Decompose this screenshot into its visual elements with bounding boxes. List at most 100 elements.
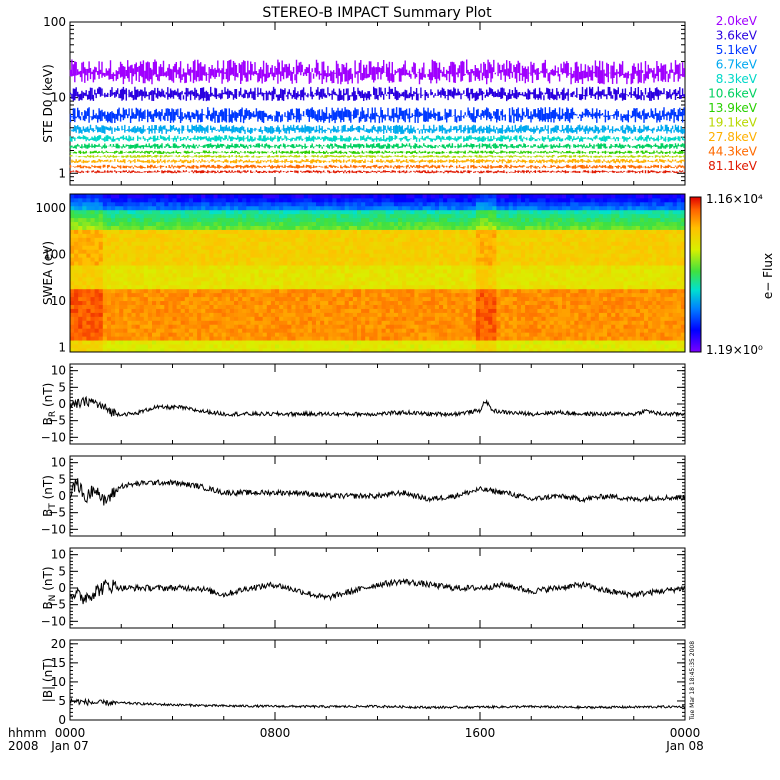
heatmap-cell — [389, 265, 395, 270]
heatmap-cell — [258, 213, 264, 219]
heatmap-cell — [549, 276, 555, 282]
heatmap-cell — [496, 261, 501, 266]
heatmap-cell — [225, 332, 231, 337]
heatmap-cell — [480, 217, 485, 223]
heatmap-cell — [344, 229, 350, 234]
heatmap-cell — [545, 253, 551, 258]
heatmap-cell — [344, 245, 350, 250]
heatmap-cell — [320, 332, 325, 337]
heatmap-cell — [295, 328, 300, 333]
heatmap-cell — [90, 233, 95, 238]
heatmap-cell — [160, 288, 165, 294]
heatmap-cell — [90, 312, 95, 317]
heatmap-cell — [246, 201, 251, 207]
heatmap-cell — [340, 209, 346, 215]
heatmap-cell — [152, 348, 157, 353]
heatmap-cell — [217, 276, 223, 282]
heatmap-cell — [102, 300, 108, 305]
heatmap-cell — [135, 320, 141, 325]
heatmap-cell — [475, 225, 481, 230]
heatmap-cell — [295, 273, 300, 278]
heatmap-cell — [82, 304, 87, 309]
heatmap-cell — [209, 300, 214, 305]
heatmap-cell — [188, 284, 194, 290]
heatmap-cell — [475, 276, 481, 282]
heatmap-cell — [410, 276, 415, 282]
heatmap-cell — [242, 261, 247, 266]
heatmap-cell — [521, 261, 526, 266]
heatmap-cell — [156, 344, 161, 349]
heatmap-cell — [475, 312, 481, 317]
heatmap-cell — [484, 280, 489, 286]
heatmap-cell — [430, 209, 436, 215]
heatmap-cell — [266, 300, 272, 305]
heatmap-cell — [377, 312, 382, 317]
heatmap-cell — [344, 276, 350, 282]
heatmap-cell — [74, 316, 79, 321]
heatmap-cell — [348, 288, 354, 294]
heatmap-cell — [492, 304, 497, 309]
heatmap-cell — [434, 276, 440, 282]
heatmap-cell — [283, 344, 288, 349]
heatmap-cell — [172, 344, 177, 349]
heatmap-cell — [135, 245, 141, 250]
heatmap-cell — [86, 308, 91, 313]
heatmap-cell — [94, 332, 100, 337]
heatmap-cell — [123, 209, 128, 215]
heatmap-cell — [266, 292, 272, 298]
heatmap-cell — [398, 296, 403, 302]
heatmap-cell — [537, 288, 542, 294]
heatmap-cell — [352, 336, 358, 341]
heatmap-cell — [201, 205, 206, 211]
heatmap-cell — [525, 284, 530, 290]
heatmap-cell — [500, 340, 505, 345]
heatmap-cell — [328, 253, 333, 258]
heatmap-cell — [225, 261, 231, 266]
heatmap-cell — [426, 273, 432, 278]
heatmap-cell — [246, 348, 251, 353]
heatmap-cell — [242, 344, 247, 349]
heatmap-cell — [348, 273, 354, 278]
heatmap-cell — [238, 336, 243, 341]
heatmap-cell — [275, 344, 280, 349]
heatmap-cell — [430, 344, 436, 349]
heatmap-cell — [86, 324, 91, 329]
heatmap-cell — [242, 221, 247, 226]
heatmap-cell — [541, 308, 546, 313]
heatmap-cell — [90, 344, 95, 349]
heatmap-cell — [238, 194, 243, 199]
heatmap-cell — [340, 280, 346, 286]
legend-entry: 19.1keV — [708, 116, 758, 130]
heatmap-cell — [443, 292, 448, 298]
heatmap-cell — [467, 197, 473, 203]
heatmap-cell — [381, 296, 387, 302]
heatmap-cell — [156, 265, 161, 270]
heatmap-cell — [217, 336, 223, 341]
heatmap-cell — [303, 245, 309, 250]
heatmap-cell — [553, 269, 559, 274]
heatmap-cell — [463, 249, 469, 254]
heatmap-cell — [201, 332, 206, 337]
heatmap-cell — [135, 241, 141, 246]
heatmap-cell — [459, 348, 464, 353]
heatmap-cell — [311, 249, 317, 254]
heatmap-cell — [180, 194, 186, 199]
heatmap-cell — [70, 225, 75, 230]
heatmap-cell — [414, 276, 419, 282]
heatmap-cell — [439, 209, 444, 215]
heatmap-cell — [86, 194, 91, 199]
heatmap-cell — [553, 292, 559, 298]
heatmap-cell — [365, 292, 370, 298]
heatmap-cell — [180, 269, 186, 274]
heatmap-cell — [111, 308, 116, 313]
heatmap-cell — [373, 292, 378, 298]
heatmap-cell — [316, 201, 321, 207]
heatmap-cell — [508, 269, 514, 274]
heatmap-cell — [127, 304, 132, 309]
heatmap-cell — [221, 225, 227, 230]
heatmap-cell — [525, 194, 530, 199]
heatmap-cell — [201, 257, 206, 262]
heatmap-cell — [533, 280, 538, 286]
heatmap-cell — [402, 217, 407, 223]
heatmap-cell — [106, 292, 112, 298]
